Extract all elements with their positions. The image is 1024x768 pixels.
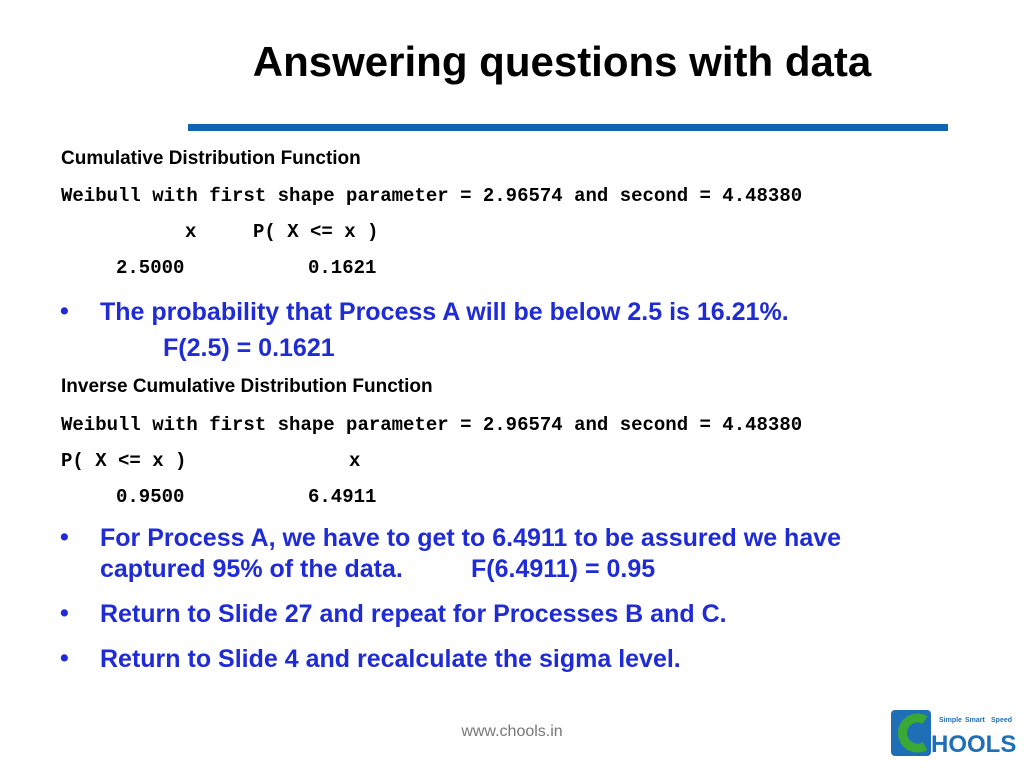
bullet-marker: • (60, 644, 69, 672)
bullet-marker: • (60, 523, 69, 551)
logo-tagline-simple: Simple (939, 717, 962, 724)
cdf-col-p: P( X <= x ) (253, 221, 379, 243)
cdf-heading: Cumulative Distribution Function (61, 148, 361, 169)
bullet-return-slide-27: Return to Slide 27 and repeat for Proces… (100, 600, 727, 628)
bullet-process-a-line1: For Process A, we have to get to 6.4911 … (100, 524, 842, 552)
slide-title: Answering questions with data (252, 38, 872, 85)
bullet-process-a-formula: F(6.4911) = 0.95 (471, 555, 656, 583)
footer-url: www.chools.in (461, 723, 563, 740)
chools-logo: HOOLS Simple Smart Speed (891, 708, 1017, 758)
logo-tagline-smart: Smart (965, 717, 986, 724)
cdf-col-x: x (185, 221, 197, 243)
icdf-col-p: P( X <= x ) (61, 450, 187, 472)
bullet-marker: • (60, 297, 69, 325)
bullet-process-a-line2: captured 95% of the data. (100, 555, 403, 583)
icdf-distribution-line: Weibull with first shape parameter = 2.9… (61, 414, 803, 436)
icdf-heading: Inverse Cumulative Distribution Function (61, 376, 433, 397)
icdf-value-p: 0.9500 (116, 486, 185, 508)
cdf-value-p: 0.1621 (308, 257, 377, 279)
icdf-value-x: 6.4911 (308, 486, 377, 508)
icdf-col-x: x (349, 450, 361, 472)
cdf-value-x: 2.5000 (116, 257, 185, 279)
bullet-probability-text: The probability that Process A will be b… (100, 298, 789, 326)
bullet-marker: • (60, 599, 69, 627)
bullet-probability-formula: F(2.5) = 0.1621 (163, 334, 335, 362)
title-underline (188, 124, 948, 131)
bullet-return-slide-4: Return to Slide 4 and recalculate the si… (100, 645, 681, 673)
cdf-distribution-line: Weibull with first shape parameter = 2.9… (61, 185, 803, 207)
logo-tagline-speed: Speed (991, 717, 1012, 724)
logo-wordmark: HOOLS (931, 731, 1016, 758)
